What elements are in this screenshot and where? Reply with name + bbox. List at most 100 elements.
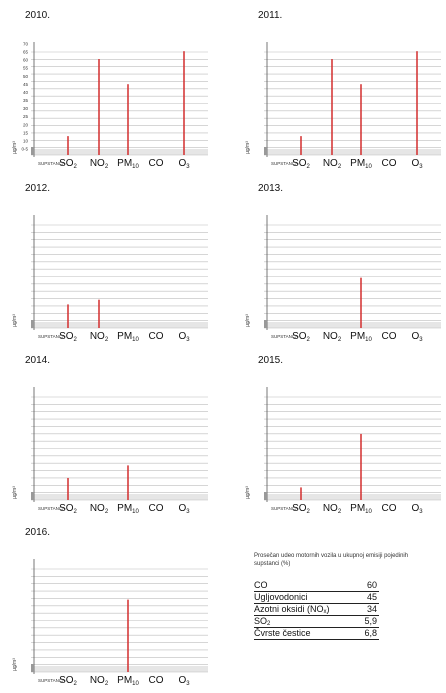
row-name: CO bbox=[254, 580, 268, 590]
y-unit-label: µg/m³ bbox=[12, 486, 18, 499]
chart-svg: µg/m³ SUPSTANCA bbox=[245, 42, 441, 166]
chart-svg: µg/m³ SUPSTANCA bbox=[245, 387, 441, 511]
bar bbox=[127, 599, 129, 672]
category-label: SO2 bbox=[292, 503, 310, 515]
chart-panel: 2014. µg/m³ SUPSTANCA bbox=[8, 355, 213, 520]
category-label: CO bbox=[148, 675, 164, 686]
category-label: NO2 bbox=[322, 331, 342, 343]
category-label: O3 bbox=[411, 503, 423, 515]
y-tick-label: 10 bbox=[23, 138, 29, 143]
x-axis-label: SUPSTANCA bbox=[271, 161, 298, 166]
chart-title: 2010. bbox=[25, 10, 51, 21]
category-label: CO bbox=[148, 503, 164, 514]
category-label: O3 bbox=[178, 503, 190, 515]
y-axis-stub bbox=[31, 147, 34, 155]
bar bbox=[127, 465, 129, 500]
bar bbox=[67, 136, 69, 155]
category-label: O3 bbox=[178, 331, 190, 343]
bar bbox=[360, 277, 362, 328]
category-label: CO bbox=[381, 503, 397, 514]
category-label: NO2 bbox=[322, 503, 342, 515]
category-label: NO2 bbox=[89, 675, 109, 687]
y-tick-label: 70 bbox=[23, 42, 29, 47]
chart-svg: µg/m³ SUPSTANCA bbox=[12, 387, 208, 511]
category-label: PM10 bbox=[350, 503, 372, 515]
row-name: Ugljovodonici bbox=[254, 592, 308, 602]
y-tick-label: 15 bbox=[23, 130, 29, 135]
y-tick-label: 55 bbox=[23, 66, 29, 71]
row-value: 34 bbox=[366, 604, 377, 614]
bar bbox=[67, 304, 69, 328]
category-label: NO2 bbox=[89, 331, 109, 343]
x-axis-label: SUPSTANCA bbox=[38, 334, 65, 339]
row-value: 6,8 bbox=[364, 628, 377, 638]
y-axis-stub bbox=[264, 147, 267, 155]
bar bbox=[67, 477, 69, 500]
y-tick-label: 40 bbox=[23, 90, 29, 95]
bar bbox=[416, 51, 418, 155]
y-unit-label: µg/m³ bbox=[245, 486, 251, 499]
category-label: O3 bbox=[178, 675, 190, 687]
y-unit-label: µg/m³ bbox=[12, 658, 18, 671]
base-band bbox=[267, 149, 441, 155]
y-tick-label: 50 bbox=[23, 74, 29, 79]
category-label: O3 bbox=[411, 331, 423, 343]
chart-svg: µg/m³ SUPSTANCA bbox=[12, 215, 208, 339]
base-band bbox=[34, 149, 208, 155]
chart-panel: 2015. µg/m³ SUPSTANCA bbox=[241, 355, 446, 520]
base-band bbox=[267, 494, 441, 500]
y-unit-label: µg/m³ bbox=[245, 314, 251, 327]
bar bbox=[98, 59, 100, 155]
table-row: Ugljovodonici 45 bbox=[254, 592, 379, 604]
row-value: 60 bbox=[366, 580, 377, 590]
category-label: PM10 bbox=[350, 158, 372, 170]
y-tick-label: 25 bbox=[23, 114, 29, 119]
category-label: NO2 bbox=[89, 158, 109, 170]
chart-svg: µg/m³ SUPSTANCA bbox=[12, 559, 208, 683]
bar bbox=[98, 299, 100, 328]
y-unit-label: µg/m³ bbox=[12, 141, 18, 154]
row-value: 45 bbox=[366, 592, 377, 602]
table-row: CO 60 bbox=[254, 580, 379, 592]
y-tick-label: 30 bbox=[23, 106, 29, 111]
category-label: NO2 bbox=[89, 503, 109, 515]
row-name: SO2 bbox=[254, 616, 271, 627]
y-tick-label: 35 bbox=[23, 98, 29, 103]
category-label: PM10 bbox=[117, 331, 139, 343]
x-axis-label: SUPSTANCA bbox=[38, 678, 65, 683]
chart-title: 2016. bbox=[25, 527, 51, 538]
bar bbox=[300, 136, 302, 155]
chart-panel: 2011. µg/m³ SUPSTANCA bbox=[241, 10, 446, 175]
x-axis-label: SUPSTANCA bbox=[271, 506, 298, 511]
y-tick-label: 65 bbox=[23, 50, 29, 55]
category-label: SO2 bbox=[292, 158, 310, 170]
chart-title: 2015. bbox=[258, 355, 284, 366]
y-tick-label: 0-5 bbox=[21, 147, 28, 152]
y-tick-label: 20 bbox=[23, 122, 29, 127]
chart-title: 2013. bbox=[258, 183, 284, 194]
chart-svg: 0-5 10 15 20 25 30 35 40 45 50 55 60 65 70 µg/m³ SUPSTA… bbox=[12, 42, 208, 166]
y-axis-stub bbox=[31, 664, 34, 672]
row-value: 5,9 bbox=[364, 616, 377, 626]
bar bbox=[127, 84, 129, 155]
table-row: SO2 5,9 bbox=[254, 616, 379, 628]
category-label: O3 bbox=[411, 158, 423, 170]
chart-title: 2011. bbox=[258, 10, 283, 21]
category-label: CO bbox=[148, 331, 164, 342]
table-row: Čvrste čestice 6,8 bbox=[254, 628, 379, 640]
bar bbox=[331, 59, 333, 155]
row-name: Azotni oksidi (NOx) bbox=[254, 604, 330, 615]
bar bbox=[183, 51, 185, 155]
category-label: SO2 bbox=[59, 331, 77, 343]
bar bbox=[360, 84, 362, 155]
base-band bbox=[34, 322, 208, 328]
table-row: Azotni oksidi (NOx) 34 bbox=[254, 604, 379, 616]
category-label: CO bbox=[148, 158, 164, 169]
base-band bbox=[34, 666, 208, 672]
chart-panel: 2010. 0-5 10 15 20 25 30 35 40 45 50 55 60 65 70 µg/m³ S… bbox=[8, 10, 213, 175]
category-label: CO bbox=[381, 158, 397, 169]
category-label: O3 bbox=[178, 158, 190, 170]
y-axis-stub bbox=[31, 320, 34, 328]
category-label: PM10 bbox=[117, 503, 139, 515]
base-band bbox=[267, 322, 441, 328]
